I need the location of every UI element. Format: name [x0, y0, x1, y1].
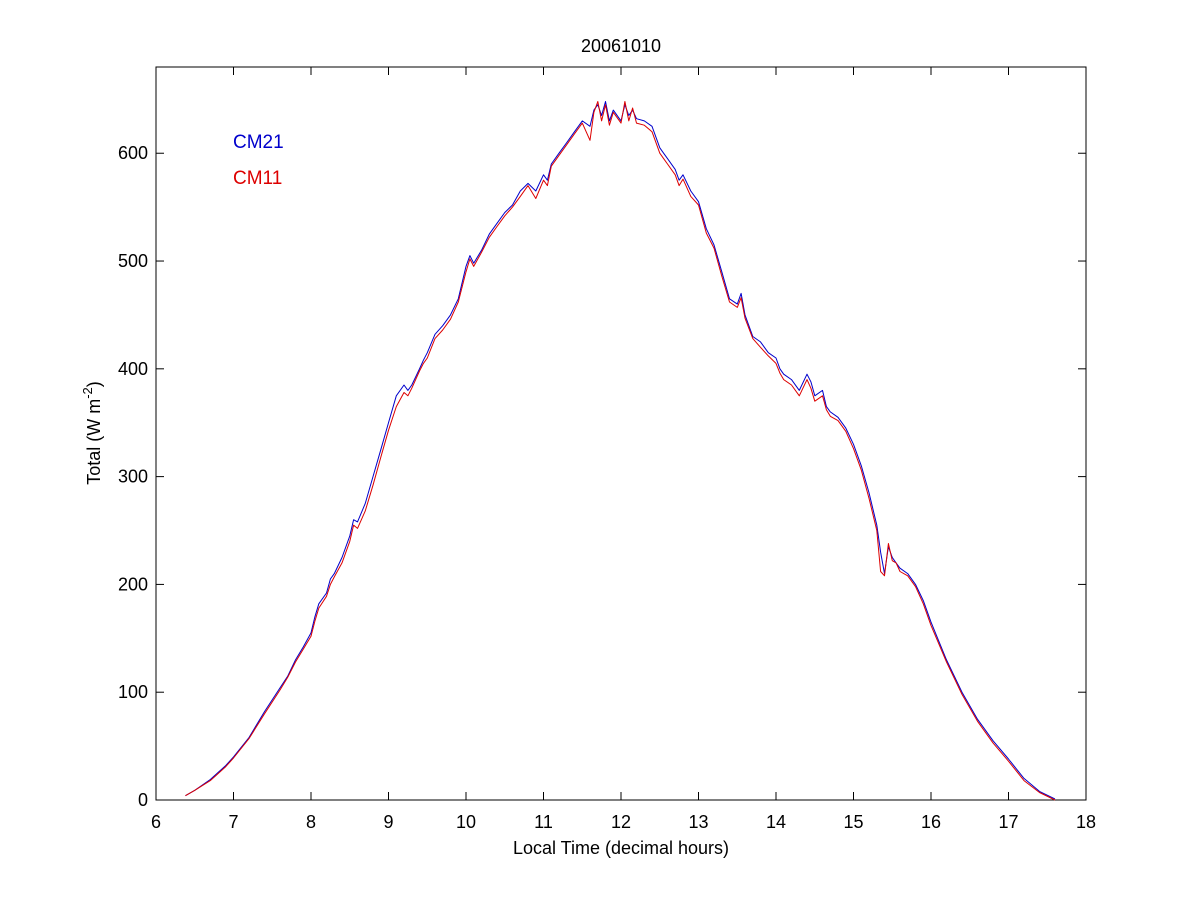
x-tick-label: 14 [766, 812, 786, 832]
series-layer [185, 101, 1056, 801]
y-axis-label-superscript: -2 [80, 387, 95, 399]
series-line-cm21 [185, 101, 1056, 800]
x-tick-label: 6 [151, 812, 161, 832]
y-axis-label: Total (W m-2) [80, 381, 104, 485]
y-tick-label: 100 [118, 682, 148, 702]
legend-label-cm21: CM21 [233, 132, 284, 153]
y-axis-ticks: 0 100 200 300 400 500 600 [118, 143, 1086, 810]
x-tick-label: 9 [383, 812, 393, 832]
y-axis-label-close: ) [84, 381, 104, 387]
y-tick-label: 400 [118, 359, 148, 379]
y-tick-label: 300 [118, 467, 148, 487]
x-tick-label: 18 [1076, 812, 1096, 832]
x-tick-label: 8 [306, 812, 316, 832]
x-tick-label: 7 [228, 812, 238, 832]
x-tick-label: 16 [921, 812, 941, 832]
x-axis-label: Local Time (decimal hours) [513, 838, 729, 858]
y-tick-label: 0 [138, 790, 148, 810]
chart-title: 20061010 [581, 36, 661, 56]
series-line-cm11 [185, 101, 1056, 801]
x-tick-label: 11 [534, 812, 553, 832]
x-axis-ticks: 6 7 8 9 10 11 12 13 14 15 16 17 18 [151, 67, 1096, 832]
legend-label-cm11: CM11 [233, 168, 282, 189]
x-tick-label: 12 [611, 812, 631, 832]
x-tick-label: 15 [843, 812, 863, 832]
x-tick-label: 13 [688, 812, 708, 832]
x-tick-label: 17 [998, 812, 1018, 832]
y-tick-label: 200 [118, 574, 148, 594]
y-axis-label-main: Total (W m [84, 399, 104, 485]
legend: CM21 CM11 [233, 132, 284, 189]
y-tick-label: 600 [118, 143, 148, 163]
x-tick-label: 10 [456, 812, 476, 832]
y-tick-label: 500 [118, 251, 148, 271]
plot-area [155, 66, 1087, 801]
